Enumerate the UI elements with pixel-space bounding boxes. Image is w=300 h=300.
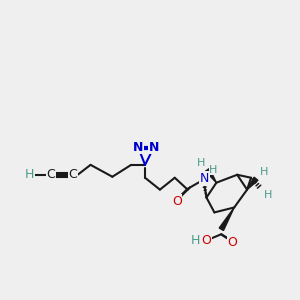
Polygon shape [206, 168, 216, 183]
Text: O: O [227, 236, 237, 249]
Text: H: H [197, 158, 206, 168]
Text: C: C [46, 168, 55, 181]
Text: O: O [202, 234, 212, 247]
Text: H: H [24, 168, 34, 181]
Text: H: H [209, 165, 218, 175]
Text: O: O [172, 195, 182, 208]
Text: N: N [149, 140, 159, 154]
Text: H: H [260, 167, 268, 177]
Polygon shape [219, 208, 234, 230]
Text: N: N [133, 140, 143, 154]
Text: H: H [264, 190, 272, 200]
Text: H: H [191, 234, 200, 247]
Polygon shape [247, 177, 258, 190]
Text: N: N [200, 172, 209, 185]
Text: C: C [68, 168, 77, 181]
